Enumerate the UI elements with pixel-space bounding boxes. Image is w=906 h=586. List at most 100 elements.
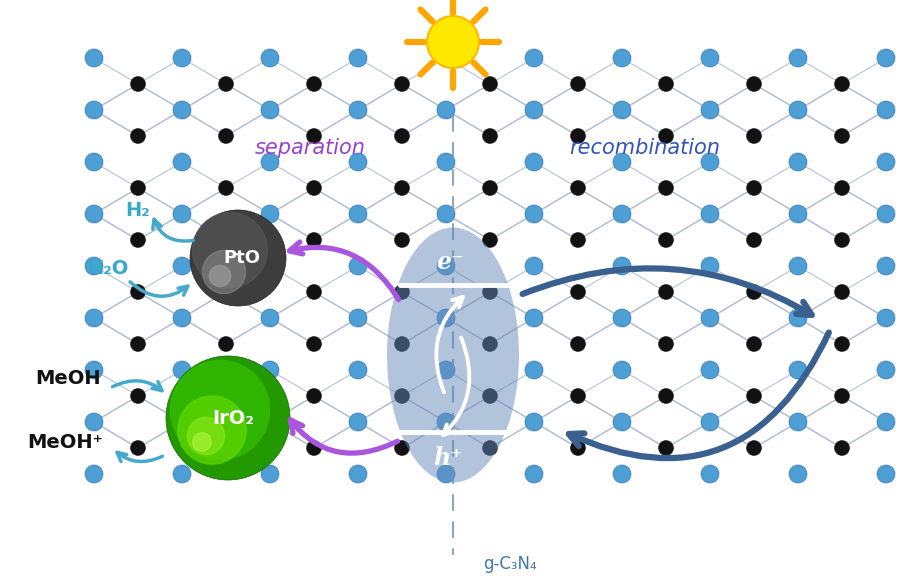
Circle shape xyxy=(85,205,103,223)
Circle shape xyxy=(306,128,322,144)
Circle shape xyxy=(173,101,191,119)
Circle shape xyxy=(218,233,234,247)
Circle shape xyxy=(701,413,719,431)
Circle shape xyxy=(834,233,850,247)
Circle shape xyxy=(877,257,895,275)
Circle shape xyxy=(130,233,146,247)
Circle shape xyxy=(306,77,322,91)
Text: h⁺: h⁺ xyxy=(433,446,463,470)
Circle shape xyxy=(130,128,146,144)
Circle shape xyxy=(877,101,895,119)
Circle shape xyxy=(613,205,631,223)
Circle shape xyxy=(747,128,762,144)
Text: separation: separation xyxy=(255,138,365,158)
Circle shape xyxy=(834,180,850,196)
Circle shape xyxy=(130,441,146,455)
Circle shape xyxy=(173,309,191,327)
Circle shape xyxy=(483,441,497,455)
Circle shape xyxy=(261,309,279,327)
Circle shape xyxy=(789,101,807,119)
Circle shape xyxy=(877,309,895,327)
Circle shape xyxy=(349,257,367,275)
Circle shape xyxy=(571,284,585,299)
Circle shape xyxy=(877,465,895,483)
Circle shape xyxy=(483,233,497,247)
Circle shape xyxy=(85,257,103,275)
Circle shape xyxy=(571,441,585,455)
Circle shape xyxy=(85,49,103,67)
Circle shape xyxy=(85,309,103,327)
Circle shape xyxy=(877,413,895,431)
Circle shape xyxy=(613,465,631,483)
Circle shape xyxy=(178,396,246,464)
Circle shape xyxy=(659,233,673,247)
Circle shape xyxy=(613,309,631,327)
Circle shape xyxy=(789,153,807,171)
Circle shape xyxy=(483,77,497,91)
Circle shape xyxy=(85,101,103,119)
Circle shape xyxy=(877,153,895,171)
Circle shape xyxy=(701,49,719,67)
Circle shape xyxy=(394,128,410,144)
Ellipse shape xyxy=(387,227,519,482)
Circle shape xyxy=(170,360,270,459)
Circle shape xyxy=(173,257,191,275)
Circle shape xyxy=(306,336,322,352)
Circle shape xyxy=(218,77,234,91)
Circle shape xyxy=(261,153,279,171)
Circle shape xyxy=(437,101,455,119)
Text: H₂O: H₂O xyxy=(87,258,129,278)
Circle shape xyxy=(218,389,234,404)
Circle shape xyxy=(85,413,103,431)
Circle shape xyxy=(261,465,279,483)
Circle shape xyxy=(701,465,719,483)
Circle shape xyxy=(349,101,367,119)
Circle shape xyxy=(613,49,631,67)
Circle shape xyxy=(659,336,673,352)
Circle shape xyxy=(834,441,850,455)
Circle shape xyxy=(85,153,103,171)
Circle shape xyxy=(261,205,279,223)
Circle shape xyxy=(394,336,410,352)
Circle shape xyxy=(834,389,850,404)
Circle shape xyxy=(525,257,543,275)
Circle shape xyxy=(659,180,673,196)
Circle shape xyxy=(394,389,410,404)
Circle shape xyxy=(130,77,146,91)
Circle shape xyxy=(394,233,410,247)
Circle shape xyxy=(130,389,146,404)
Circle shape xyxy=(349,153,367,171)
Circle shape xyxy=(218,128,234,144)
Circle shape xyxy=(437,361,455,379)
Circle shape xyxy=(437,49,455,67)
Circle shape xyxy=(306,180,322,196)
Circle shape xyxy=(789,361,807,379)
Circle shape xyxy=(173,205,191,223)
Circle shape xyxy=(747,441,762,455)
Circle shape xyxy=(834,336,850,352)
Circle shape xyxy=(747,336,762,352)
Circle shape xyxy=(218,336,234,352)
Circle shape xyxy=(130,284,146,299)
Circle shape xyxy=(747,180,762,196)
Circle shape xyxy=(218,441,234,455)
Circle shape xyxy=(789,205,807,223)
Text: recombination: recombination xyxy=(570,138,720,158)
Circle shape xyxy=(613,153,631,171)
Circle shape xyxy=(877,49,895,67)
Circle shape xyxy=(789,309,807,327)
Circle shape xyxy=(834,284,850,299)
Circle shape xyxy=(571,336,585,352)
Circle shape xyxy=(659,77,673,91)
Circle shape xyxy=(525,413,543,431)
Circle shape xyxy=(193,432,211,451)
Circle shape xyxy=(85,465,103,483)
Circle shape xyxy=(166,356,290,480)
Circle shape xyxy=(306,389,322,404)
Circle shape xyxy=(525,465,543,483)
Circle shape xyxy=(789,257,807,275)
Circle shape xyxy=(789,413,807,431)
Circle shape xyxy=(483,128,497,144)
Text: H₂: H₂ xyxy=(126,200,150,220)
Circle shape xyxy=(85,361,103,379)
